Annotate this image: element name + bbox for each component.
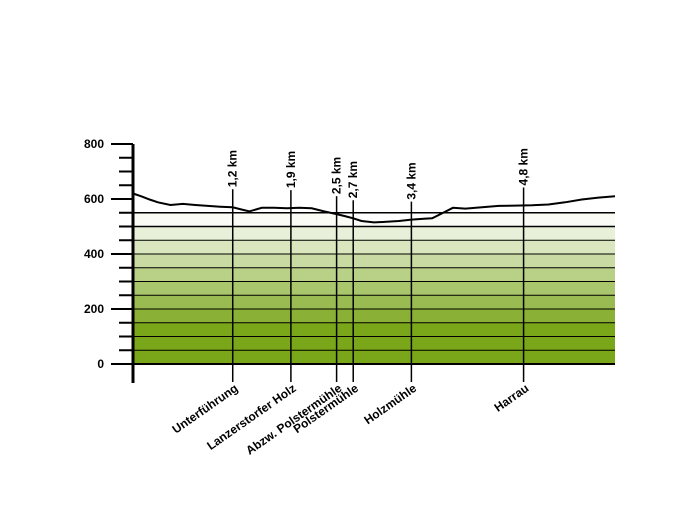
elevation-band [133,267,615,282]
elevation-band [133,226,615,241]
waypoint-distance-label: 2,7 km [346,161,360,198]
elevation-profile-line [132,192,616,224]
y-tick-label: 400 [84,247,104,261]
y-axis: 0 200 400 600 800 [84,137,135,383]
waypoint-distance-label: 2,5 km [330,157,344,194]
waypoint-distance-label: 1,2 km [226,150,240,187]
y-tick-label: 800 [84,137,104,151]
elevation-band [133,240,615,254]
waypoint-distance-label: 1,9 km [284,151,298,188]
elevation-band [133,254,615,268]
elevation-band [133,295,615,309]
band-lines [133,211,615,365]
elevation-band [133,336,615,351]
elevation-band [133,172,615,186]
waypoint-name-label: Holzmühle [361,381,419,427]
elevation-band [133,350,615,364]
y-tick-label: 600 [84,192,104,206]
y-tick-label: 200 [84,302,104,316]
elevation-band [133,144,615,158]
elevation-band [133,158,615,172]
y-tick-label: 0 [97,357,104,371]
waypoint-distance-label: 4,8 km [517,148,531,185]
elevation-band [133,322,615,337]
waypoint-name-label: Harrau [492,381,532,415]
waypoint-distance-label: 3,4 km [404,162,418,199]
elevation-band [133,281,615,296]
elevation-band [133,193,615,199]
elevation-band [133,309,615,323]
elevation-band [133,212,615,227]
